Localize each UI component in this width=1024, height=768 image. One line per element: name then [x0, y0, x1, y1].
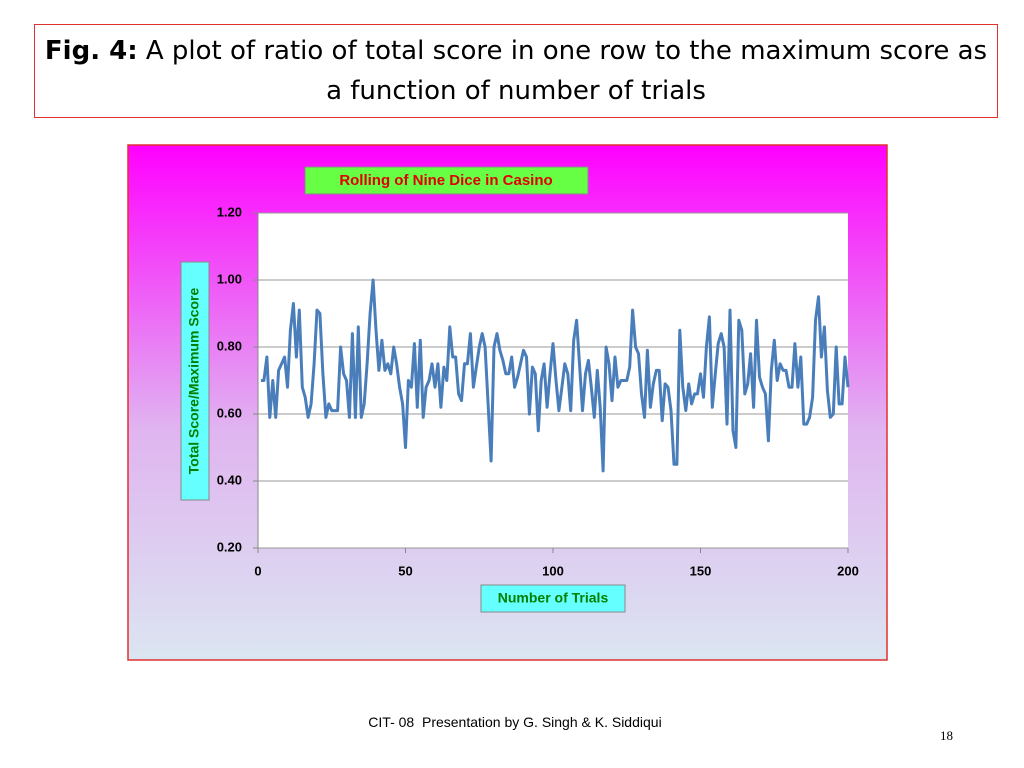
title-box	[304, 166, 589, 195]
x-tick-label: 0	[254, 563, 261, 578]
y-tick-label: 0.80	[217, 338, 242, 353]
x-tick-label: 200	[837, 563, 859, 578]
chart: Rolling of Nine Dice in Casino Number of…	[127, 144, 888, 661]
title-prefix: Fig. 4:	[44, 36, 138, 66]
data-line	[260, 278, 850, 473]
footer-text: CIT- 08 Presentation by G. Singh & K. Si…	[368, 714, 662, 730]
y-tick-label: 0.40	[217, 472, 242, 487]
x-tick-label: 100	[542, 563, 564, 578]
y-tick-label: 1.00	[217, 271, 242, 286]
y-label-box	[180, 261, 210, 501]
slide-title: Fig. 4: A plot of ratio of total score i…	[34, 24, 998, 118]
x-tick-label: 150	[690, 563, 712, 578]
y-axis-label: Total Score/Maximum Score	[186, 288, 202, 475]
x-tick-label: 50	[398, 563, 412, 578]
title-text: A plot of ratio of total score in one ro…	[145, 36, 988, 106]
chart-title: Rolling of Nine Dice in Casino	[339, 172, 552, 189]
x-axis-label: Number of Trials	[498, 590, 609, 606]
y-tick-label: 0.20	[217, 539, 242, 554]
page-number: 18	[940, 728, 953, 743]
y-tick-label: 1.20	[217, 204, 242, 219]
x-label-box	[480, 584, 626, 613]
y-tick-label: 0.60	[217, 405, 242, 420]
